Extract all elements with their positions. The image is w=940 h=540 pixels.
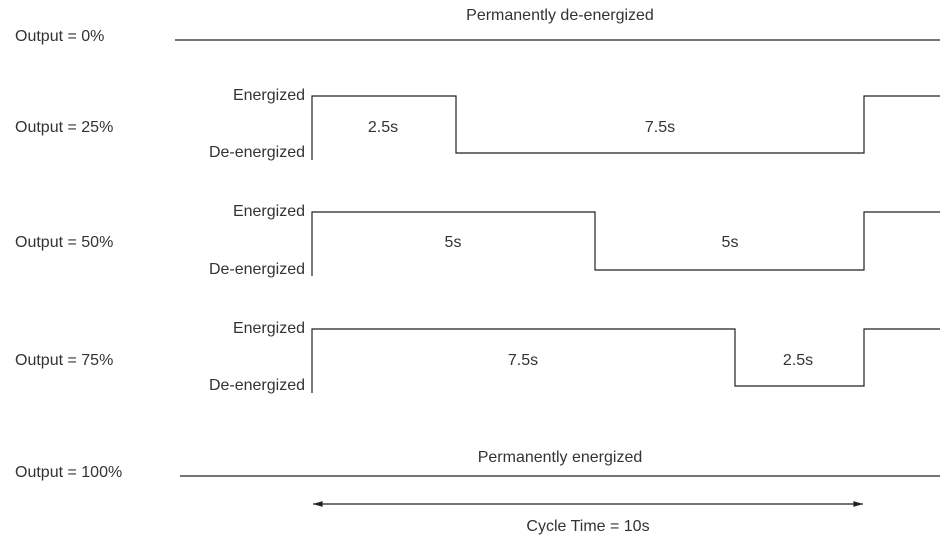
row-label: Output = 75%	[15, 352, 113, 369]
on-time: 7.5s	[508, 352, 538, 369]
waveform	[311, 211, 940, 276]
on-time: 2.5s	[368, 119, 398, 136]
off-time: 7.5s	[645, 119, 675, 136]
row-label: Output = 0%	[15, 28, 104, 45]
level-high: Energized	[233, 87, 305, 104]
waveform	[311, 328, 940, 393]
row-label: Output = 50%	[15, 234, 113, 251]
level-low: De-energized	[209, 261, 305, 278]
level-high: Energized	[233, 203, 305, 220]
row-label: Output = 100%	[15, 464, 122, 481]
row-label: Output = 25%	[15, 119, 113, 136]
level-low: De-energized	[209, 377, 305, 394]
level-high: Energized	[233, 320, 305, 337]
off-time: 2.5s	[783, 352, 813, 369]
level-low: De-energized	[209, 144, 305, 161]
off-time: 5s	[722, 234, 739, 251]
on-time: 5s	[445, 234, 462, 251]
row-note: Permanently energized	[478, 449, 643, 466]
waveform	[311, 95, 940, 160]
row-note: Permanently de-energized	[466, 7, 654, 24]
cycle-label: Cycle Time = 10s	[526, 518, 649, 535]
